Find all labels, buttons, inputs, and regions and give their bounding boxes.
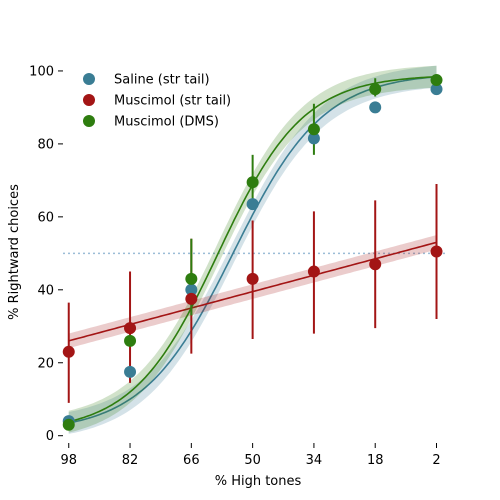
legend: Saline (str tail) Muscimol (str tail) Musc… [83, 73, 231, 130]
y-tick-label: 40 [37, 283, 54, 298]
data-point [62, 418, 75, 431]
data-point [307, 132, 320, 145]
y-tick-label: 100 [29, 64, 54, 79]
data-point [307, 123, 320, 136]
data-point [185, 292, 198, 305]
data-point [124, 365, 137, 378]
y-tick-label: 80 [37, 137, 54, 152]
legend-label: Muscimol (str tail) [114, 94, 231, 109]
y-tick-label: 60 [37, 210, 54, 225]
data-point [185, 283, 198, 296]
data-point [369, 83, 382, 96]
x-tick-label: 98 [60, 453, 77, 468]
y-axis-label: % Rightward choices [7, 184, 22, 320]
data-point [124, 334, 137, 347]
plot-area [62, 65, 448, 434]
data-point [124, 322, 137, 335]
data-point [246, 176, 259, 189]
data-point [185, 272, 198, 285]
x-tick-label: 2 [432, 453, 440, 468]
x-tick-label: 18 [367, 453, 384, 468]
legend-label: Saline (str tail) [114, 73, 210, 88]
legend-marker [83, 94, 95, 106]
data-point [62, 345, 75, 358]
x-tick-label: 82 [122, 453, 139, 468]
x-axis: 98 82 66 50 34 18 2 [60, 443, 441, 468]
x-axis-label: % High tones [215, 474, 302, 489]
x-tick-label: 34 [306, 453, 323, 468]
data-point [369, 258, 382, 271]
y-axis: 0 20 40 60 80 100 [29, 64, 63, 444]
x-tick-label: 50 [244, 453, 261, 468]
data-point [369, 101, 382, 114]
y-tick-label: 0 [46, 429, 54, 444]
legend-marker [83, 115, 95, 127]
data-point [246, 272, 259, 285]
data-point [246, 198, 259, 211]
data-point [430, 245, 443, 258]
y-tick-label: 20 [37, 356, 54, 371]
legend-marker [83, 73, 95, 85]
x-tick-label: 66 [183, 453, 200, 468]
legend-label: Muscimol (DMS) [114, 115, 219, 130]
data-point [307, 265, 320, 278]
data-point [430, 83, 443, 96]
data-point [430, 74, 443, 87]
